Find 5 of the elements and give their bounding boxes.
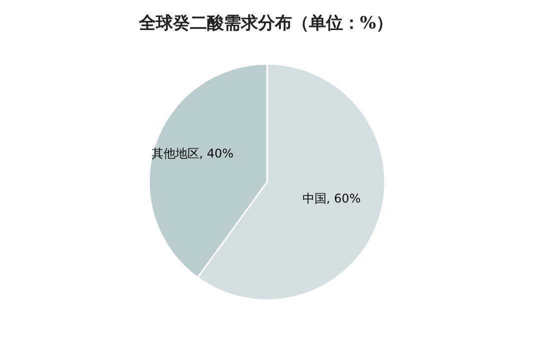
data-label: , 60%: [326, 192, 361, 206]
chart-title: 全球癸二酸需求分布（单位：%）: [138, 13, 394, 34]
data-label: , 40%: [199, 146, 234, 161]
slice-label: 中国: [302, 192, 326, 206]
slice-label: 其他地区: [151, 146, 200, 161]
